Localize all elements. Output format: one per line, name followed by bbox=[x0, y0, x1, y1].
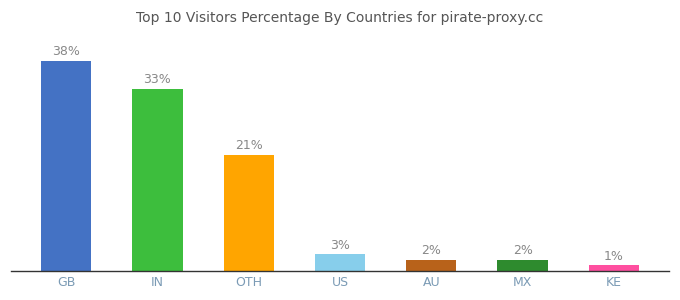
Text: 2%: 2% bbox=[513, 244, 532, 257]
Text: 1%: 1% bbox=[604, 250, 624, 263]
Bar bbox=[498, 260, 547, 271]
Title: Top 10 Visitors Percentage By Countries for pirate-proxy.cc: Top 10 Visitors Percentage By Countries … bbox=[137, 11, 543, 25]
Text: 3%: 3% bbox=[330, 239, 350, 252]
Bar bbox=[133, 88, 182, 271]
Text: 33%: 33% bbox=[143, 73, 171, 86]
Bar bbox=[224, 155, 274, 271]
Text: 38%: 38% bbox=[52, 45, 80, 58]
Text: 21%: 21% bbox=[235, 139, 262, 152]
Bar bbox=[315, 254, 365, 271]
Bar bbox=[589, 266, 639, 271]
Bar bbox=[406, 260, 456, 271]
Bar bbox=[41, 61, 91, 271]
Text: 2%: 2% bbox=[422, 244, 441, 257]
